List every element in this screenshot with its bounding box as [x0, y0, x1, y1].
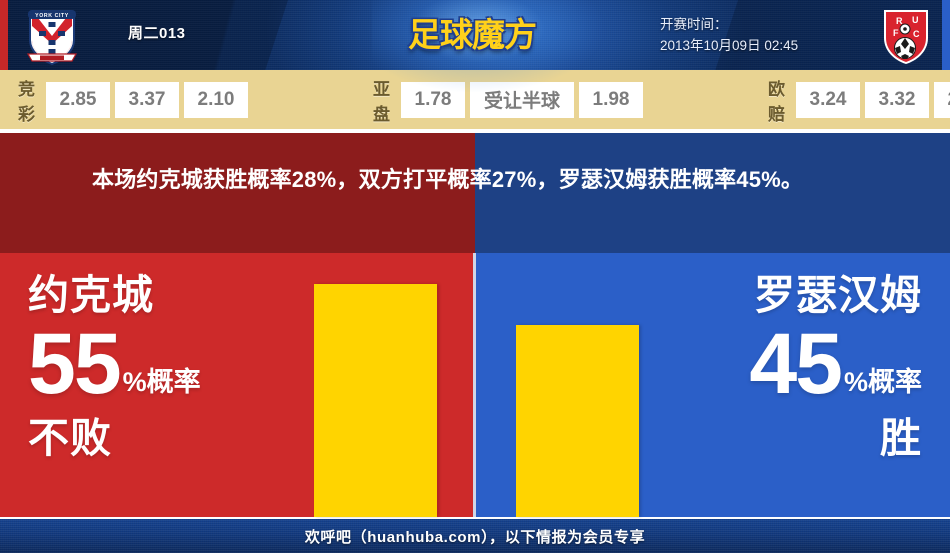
kickoff-info: 开赛时间： 2013年10月09日 02:45 — [660, 14, 798, 56]
odds-cell-away[interactable]: 2.06 — [934, 81, 950, 118]
svg-text:R: R — [896, 16, 903, 26]
footer-text: 欢呼吧（huanhuba.com），以下情报为会员专享 — [304, 528, 646, 546]
odds-cell-draw[interactable]: 3.37 — [115, 81, 179, 118]
odds-group-label: 亚盘 — [373, 79, 392, 124]
probability-chart: 约克城 55 %概率 不败 罗瑟汉姆 45 %概率 胜 — [0, 253, 950, 517]
away-percent-row: 45 %概率 — [749, 321, 922, 407]
home-verdict: 不败 — [28, 415, 112, 461]
banner-half-right — [475, 133, 950, 253]
footer-bar: 欢呼吧（huanhuba.com），以下情报为会员专享 — [0, 517, 950, 553]
summary-banner: 本场约克城获胜概率28%，双方打平概率27%，罗瑟汉姆获胜概率45%。 — [0, 131, 950, 253]
away-percent-suffix: %概率 — [843, 367, 922, 397]
odds-group-jingcai: 竞彩 2.85 3.37 2.10 — [18, 75, 253, 125]
odds-group-yapan: 亚盘 1.78 受让半球 1.98 — [373, 75, 648, 125]
bar-home-probability — [314, 284, 437, 517]
kickoff-value: 2013年10月09日 02:45 — [660, 38, 799, 53]
odds-group-label: 欧赔 — [768, 79, 787, 124]
odds-cell-home[interactable]: 2.85 — [46, 81, 110, 118]
odds-bar: 竞彩 2.85 3.37 2.10 亚盘 1.78 受让半球 1.98 欧赔 3… — [0, 70, 950, 129]
away-verdict: 胜 — [880, 415, 922, 461]
home-team-crest-icon: YORK CITY — [22, 6, 82, 66]
header-blue-edge — [942, 0, 950, 70]
home-stats-block: 约克城 55 %概率 不败 — [28, 271, 201, 463]
home-percent-value: 55 — [28, 316, 122, 412]
bar-away-probability — [516, 325, 639, 517]
svg-text:YORK CITY: YORK CITY — [35, 13, 69, 19]
odds-cell-home[interactable]: 3.24 — [796, 81, 860, 118]
odds-cell-handicap[interactable]: 受让半球 — [470, 81, 574, 118]
svg-text:C: C — [913, 29, 920, 39]
away-team-name: 罗瑟汉姆 — [754, 272, 922, 318]
brand-text: 足球魔方 — [408, 16, 537, 53]
odds-cell-away[interactable]: 1.98 — [579, 81, 643, 118]
odds-group-label: 竞彩 — [18, 79, 37, 124]
away-percent-value: 45 — [749, 316, 843, 412]
svg-text:U: U — [912, 15, 919, 25]
home-team-name: 约克城 — [28, 272, 154, 318]
odds-cell-away[interactable]: 2.10 — [184, 81, 248, 118]
odds-cell-draw[interactable]: 3.32 — [865, 81, 929, 118]
kickoff-label: 开赛时间： — [660, 17, 728, 32]
home-percent-suffix: %概率 — [122, 367, 201, 397]
banner-half-left — [0, 133, 475, 253]
away-stats-block: 罗瑟汉姆 45 %概率 胜 — [749, 271, 922, 463]
site-brand-logo: 足球魔方 — [372, 0, 602, 92]
odds-cell-home[interactable]: 1.78 — [401, 81, 465, 118]
svg-text:F: F — [893, 28, 899, 38]
summary-text: 本场约克城获胜概率28%，双方打平概率27%，罗瑟汉姆获胜概率45%。 — [92, 167, 804, 192]
home-percent-row: 55 %概率 — [28, 321, 201, 407]
header-red-edge — [0, 0, 8, 70]
odds-group-oupei: 欧赔 3.24 3.32 2.06 — [768, 75, 950, 125]
panel-divider — [473, 253, 476, 517]
match-round-label: 周二013 — [128, 25, 186, 42]
